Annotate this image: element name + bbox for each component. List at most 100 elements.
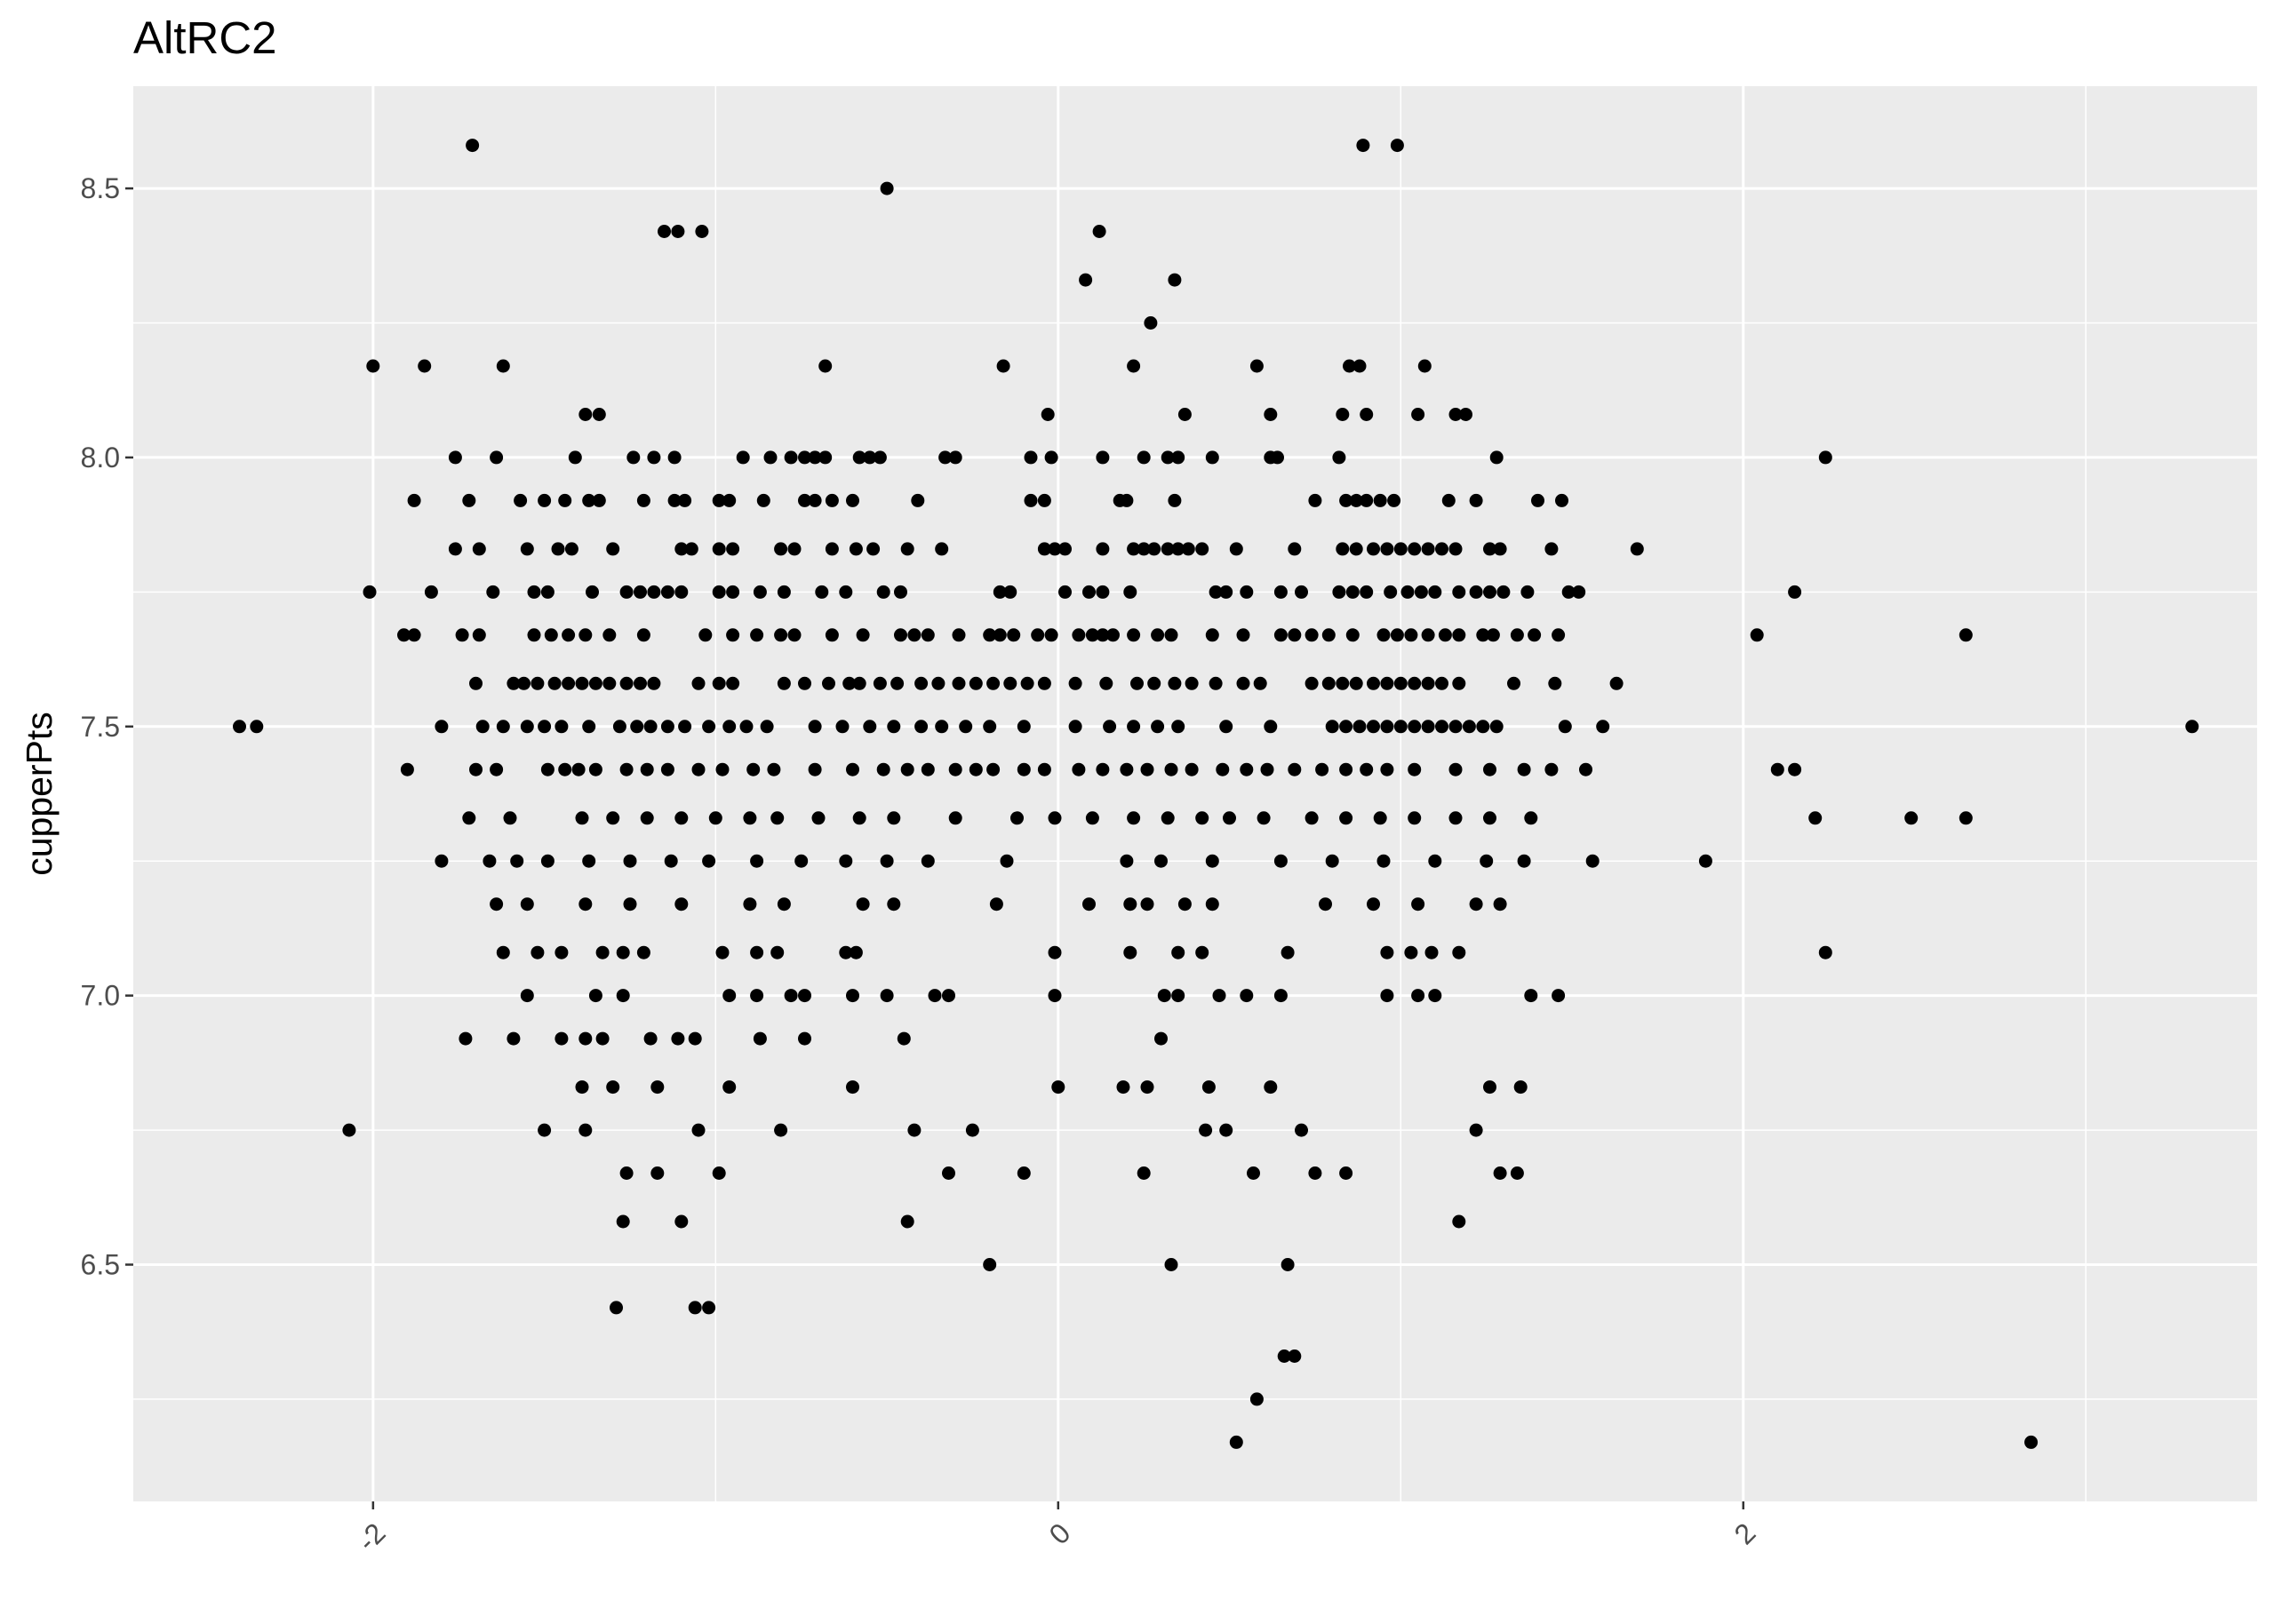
data-point xyxy=(1147,542,1161,556)
data-point xyxy=(1428,854,1442,868)
data-point xyxy=(1376,628,1391,642)
data-point xyxy=(1585,854,1600,868)
data-point xyxy=(1068,676,1082,690)
data-point xyxy=(1123,945,1137,959)
data-point xyxy=(555,1031,569,1046)
data-point xyxy=(750,628,764,642)
data-point xyxy=(1229,542,1243,556)
data-point xyxy=(1376,854,1391,868)
data-point xyxy=(1483,762,1496,776)
data-point xyxy=(1205,897,1219,912)
data-point xyxy=(643,720,658,734)
data-point xyxy=(808,720,822,734)
data-point xyxy=(900,542,914,556)
data-point xyxy=(750,989,764,1003)
data-point xyxy=(1421,720,1435,734)
data-point xyxy=(1127,811,1141,825)
data-point xyxy=(1788,585,1802,599)
data-point xyxy=(691,676,706,690)
data-point xyxy=(1216,762,1230,776)
data-point xyxy=(1435,720,1448,734)
y-tick-label: 8.5 xyxy=(81,172,120,204)
data-point xyxy=(1339,493,1353,507)
data-point xyxy=(619,762,634,776)
data-point xyxy=(1209,676,1223,690)
data-point xyxy=(897,1031,911,1046)
data-point xyxy=(667,450,682,465)
data-point xyxy=(616,989,630,1003)
data-point xyxy=(558,762,572,776)
data-point xyxy=(1393,542,1408,556)
data-point xyxy=(1058,542,1072,556)
data-point xyxy=(1408,811,1422,825)
data-point xyxy=(1240,989,1254,1003)
data-point xyxy=(531,945,545,959)
data-point xyxy=(472,628,486,642)
data-point xyxy=(1321,676,1336,690)
data-point xyxy=(695,225,709,238)
data-point xyxy=(722,493,737,507)
data-point xyxy=(634,585,647,599)
data-point xyxy=(887,811,901,825)
data-point xyxy=(582,493,596,507)
data-point xyxy=(952,628,966,642)
data-point xyxy=(1127,542,1141,556)
data-point xyxy=(1349,676,1363,690)
data-point xyxy=(1380,762,1394,776)
data-point xyxy=(1387,493,1401,507)
data-point xyxy=(531,676,545,690)
data-point xyxy=(1808,811,1823,825)
data-point xyxy=(1367,542,1380,556)
data-point xyxy=(1332,585,1346,599)
data-point xyxy=(1219,585,1233,599)
data-point xyxy=(407,493,421,507)
data-point xyxy=(702,720,716,734)
data-point xyxy=(688,1031,702,1046)
data-point xyxy=(1483,811,1496,825)
data-point xyxy=(811,811,826,825)
data-point xyxy=(1264,720,1278,734)
x-axis: -2 0 2 xyxy=(351,1501,1762,1557)
data-point xyxy=(660,720,674,734)
data-point xyxy=(880,854,894,868)
data-point xyxy=(1417,359,1432,373)
data-point xyxy=(1452,585,1466,599)
data-point xyxy=(507,1031,521,1046)
data-point xyxy=(914,720,929,734)
x-tick-label: -2 xyxy=(351,1517,392,1557)
data-point xyxy=(568,450,582,465)
data-point xyxy=(1609,676,1624,690)
data-point xyxy=(1480,854,1494,868)
data-point xyxy=(722,1080,737,1095)
data-point xyxy=(647,450,661,465)
data-point xyxy=(1288,762,1302,776)
data-point xyxy=(1435,676,1448,690)
data-point xyxy=(640,762,654,776)
data-point xyxy=(547,676,562,690)
data-point xyxy=(1212,989,1226,1003)
data-point xyxy=(575,1080,589,1095)
data-point xyxy=(400,762,414,776)
data-point xyxy=(1099,676,1113,690)
data-point xyxy=(342,1123,356,1137)
data-point xyxy=(1082,585,1096,599)
data-point xyxy=(578,628,593,642)
data-point xyxy=(1140,1080,1154,1095)
data-point xyxy=(636,945,650,959)
data-point xyxy=(555,945,569,959)
data-point xyxy=(1223,811,1236,825)
data-point xyxy=(849,945,863,959)
data-point xyxy=(1305,811,1319,825)
data-point xyxy=(626,450,641,465)
data-point xyxy=(880,989,894,1003)
data-point xyxy=(578,1031,593,1046)
data-points xyxy=(233,139,2199,1449)
data-point xyxy=(1380,542,1394,556)
data-point xyxy=(1147,676,1161,690)
data-point xyxy=(588,676,602,690)
data-point xyxy=(527,585,541,599)
data-point xyxy=(1205,854,1219,868)
data-point xyxy=(760,720,774,734)
chart-title: AltRC2 xyxy=(133,12,277,63)
data-point xyxy=(1336,542,1350,556)
